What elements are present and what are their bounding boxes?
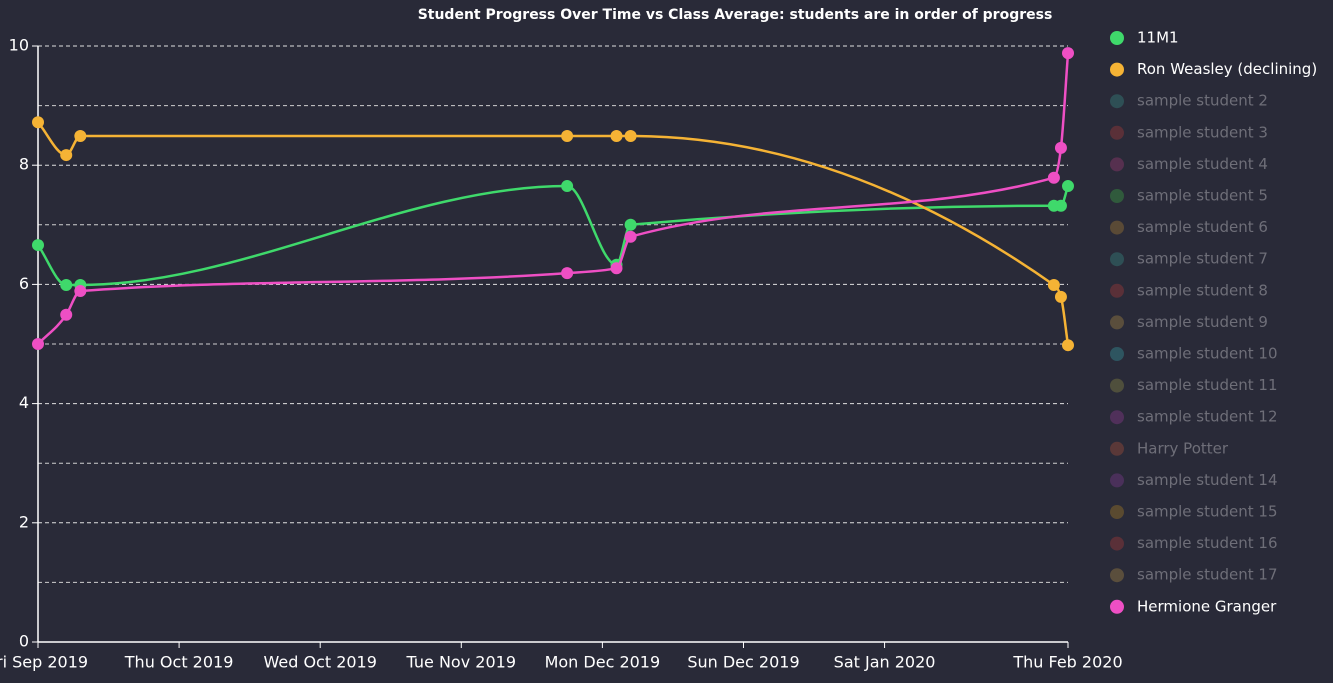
chart-title: Student Progress Over Time vs Class Aver… — [418, 7, 1053, 23]
legend-label: sample student 9 — [1137, 313, 1268, 331]
legend-marker — [1110, 315, 1124, 330]
data-point — [1062, 339, 1074, 352]
legend-marker — [1110, 347, 1124, 361]
data-point — [60, 149, 73, 162]
legend-marker — [1110, 473, 1124, 488]
legend-marker — [1110, 62, 1124, 77]
legend-label: sample student 14 — [1137, 471, 1278, 489]
legend-label: sample student 12 — [1137, 408, 1278, 426]
data-point — [610, 129, 623, 142]
legend-label: sample student 5 — [1137, 187, 1268, 205]
legend-label: 11M1 — [1137, 29, 1179, 47]
data-point — [561, 129, 574, 142]
legend-marker — [1110, 189, 1124, 203]
data-point — [624, 230, 637, 243]
legend-marker — [1110, 378, 1124, 393]
legend-marker — [1110, 125, 1124, 140]
legend-label: sample student 10 — [1137, 345, 1278, 363]
data-point — [1047, 171, 1060, 184]
data-point — [624, 129, 637, 142]
y-tick-label: 2 — [19, 512, 29, 531]
data-point — [74, 129, 87, 142]
legend-marker — [1110, 252, 1124, 267]
legend-label: Ron Weasley (declining) — [1137, 60, 1317, 78]
x-tick-label: Wed Oct 2019 — [263, 653, 376, 672]
data-point — [32, 239, 44, 252]
data-point — [1062, 180, 1074, 193]
x-tick-label: Sat Jan 2020 — [834, 653, 936, 672]
legend-marker — [1110, 568, 1124, 583]
data-point — [624, 218, 637, 231]
legend-label: sample student 3 — [1137, 123, 1268, 141]
data-point — [32, 116, 44, 129]
legend-marker — [1110, 441, 1124, 456]
legend-label: sample student 17 — [1137, 566, 1278, 584]
legend-marker — [1110, 410, 1124, 425]
x-tick-label: Thu Oct 2019 — [124, 653, 234, 672]
data-point — [1054, 290, 1067, 303]
legend-label: sample student 8 — [1137, 281, 1268, 299]
data-point — [561, 180, 574, 193]
data-point — [60, 278, 73, 291]
series-line — [37, 121, 1070, 346]
data-point — [60, 308, 73, 321]
legend-label: sample student 6 — [1137, 218, 1268, 236]
legend-label: sample student 16 — [1137, 534, 1278, 552]
data-point — [1054, 141, 1067, 154]
legend-marker — [1110, 94, 1124, 109]
y-tick-label: 6 — [19, 274, 29, 293]
x-tick-label: Fri Sep 2019 — [0, 653, 88, 672]
legend-marker — [1110, 599, 1124, 614]
legend-marker — [1110, 283, 1124, 298]
legend-marker — [1110, 157, 1124, 172]
data-point — [1047, 278, 1060, 291]
legend-marker — [1110, 31, 1124, 45]
legend-label: Hermione Granger — [1137, 597, 1277, 615]
data-point — [32, 338, 44, 350]
series-line — [37, 53, 1070, 345]
legend-label: sample student 11 — [1137, 376, 1278, 394]
legend-marker — [1110, 220, 1124, 235]
y-tick-label: 0 — [19, 632, 29, 651]
legend-label: sample student 2 — [1137, 92, 1268, 110]
legend-marker — [1110, 505, 1124, 519]
data-point — [1062, 47, 1074, 60]
y-tick-label: 8 — [19, 155, 29, 174]
legend-marker — [1110, 536, 1124, 551]
y-tick-label: 10 — [9, 36, 29, 55]
data-point — [1054, 199, 1067, 212]
legend-label: sample student 4 — [1137, 155, 1268, 173]
x-tick-label: Tue Nov 2019 — [406, 653, 516, 672]
x-tick-label: Thu Feb 2020 — [1012, 653, 1122, 672]
x-tick-label: Sun Dec 2019 — [687, 653, 799, 672]
data-point — [610, 262, 623, 275]
legend-label: sample student 15 — [1137, 503, 1278, 521]
y-tick-label: 4 — [19, 393, 29, 412]
legend-label: Harry Potter — [1137, 439, 1229, 457]
x-tick-label: Mon Dec 2019 — [545, 653, 661, 672]
data-point — [561, 267, 574, 280]
data-point — [74, 284, 87, 297]
legend-label: sample student 7 — [1137, 250, 1268, 268]
